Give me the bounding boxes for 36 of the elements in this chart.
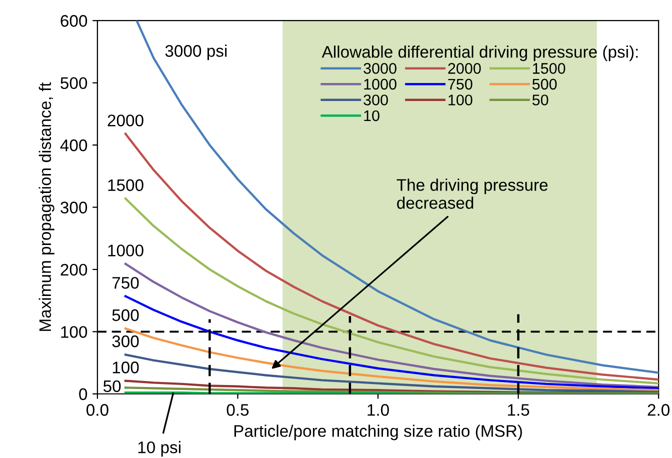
legend-label: 1000 (364, 78, 396, 90)
y-tick-label: 200 (60, 264, 88, 276)
legend-label: 750 (448, 78, 472, 90)
y-tick-label: 300 (60, 202, 88, 214)
annotation: 100 (112, 362, 139, 374)
annotation: 750 (112, 276, 139, 289)
annotation: 2000 (108, 114, 144, 126)
x-tick-label: 2.0 (648, 404, 670, 416)
y-tick-label: 400 (60, 139, 88, 152)
annotation: 300 (112, 335, 139, 348)
y-tick-label: 500 (60, 77, 88, 90)
annotation: The driving pressure decreased (396, 178, 548, 209)
x-tick-label: 0.5 (226, 404, 249, 416)
legend-label: 1500 (532, 63, 566, 74)
legend-label: 100 (448, 94, 472, 106)
annotation: 500 (112, 309, 139, 322)
annotation: 1500 (108, 179, 144, 192)
annotation: 1000 (108, 244, 144, 256)
y-axis-title: Maximum propagation distance, ft (38, 82, 54, 331)
x-tick-label: 1.5 (508, 404, 530, 416)
y-tick-label: 0 (79, 388, 88, 400)
x-axis-title: Particle/pore matching size ratio (MSR) (234, 424, 522, 440)
legend-label: 3000 (364, 63, 396, 74)
legend-title: Allowable differential driving pressure (psi): (322, 46, 638, 62)
y-tick-label: 600 (60, 15, 88, 27)
legend-label: 50 (532, 94, 548, 106)
annotation: 3000 psi (165, 44, 227, 60)
legend-label: 500 (532, 78, 557, 90)
annotation: 50 (103, 380, 121, 392)
annotation: 10 psi (138, 441, 180, 457)
x-tick-label: 1.0 (368, 404, 389, 416)
legend-label: 10 (364, 110, 380, 122)
y-tick-label: 100 (61, 326, 88, 338)
legend-label: 300 (364, 94, 388, 106)
legend-label: 2000 (448, 63, 481, 74)
x-tick-label: 0.0 (86, 404, 108, 416)
